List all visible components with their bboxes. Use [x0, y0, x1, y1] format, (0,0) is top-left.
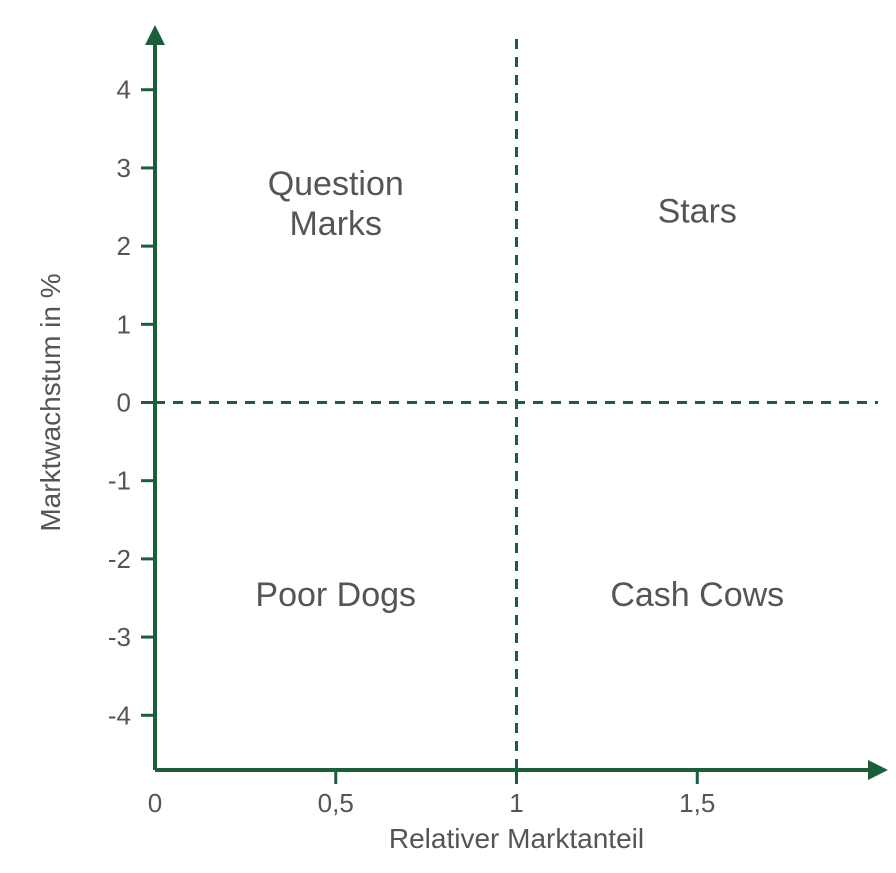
y-tick-label: 1: [117, 309, 131, 339]
x-tick-label: 0: [148, 788, 162, 818]
quadrant-label-question-marks: Question: [268, 165, 404, 203]
quadrant-label-poor-dogs: Poor Dogs: [255, 576, 416, 614]
y-tick-label: 3: [117, 153, 131, 183]
quadrant-label-stars: Stars: [658, 193, 737, 231]
y-axis-title: Marktwachstum in %: [35, 273, 66, 531]
y-tick-label: 4: [117, 75, 131, 105]
x-tick-label: 1: [509, 788, 523, 818]
y-tick-label: 2: [117, 231, 131, 261]
y-tick-label: 0: [117, 388, 131, 418]
quadrant-label-question-marks: Marks: [289, 205, 382, 243]
quadrant-label-cash-cows: Cash Cows: [610, 576, 784, 614]
y-tick-label: -3: [108, 622, 131, 652]
y-tick-label: -1: [108, 466, 131, 496]
x-axis-title: Relativer Marktanteil: [389, 823, 644, 854]
y-tick-label: -4: [108, 700, 131, 730]
x-tick-label: 1,5: [679, 788, 715, 818]
y-tick-label: -2: [108, 544, 131, 574]
bcg-matrix-chart: -4 -3 -2 -1 0 1 2 3 4 0 0,5 1 1,5 Relativer Marktante…: [0, 0, 896, 873]
chart-background: [0, 0, 896, 873]
x-tick-label: 0,5: [318, 788, 354, 818]
chart-container: -4 -3 -2 -1 0 1 2 3 4 0 0,5 1 1,5 Relativer Marktante…: [0, 0, 896, 873]
